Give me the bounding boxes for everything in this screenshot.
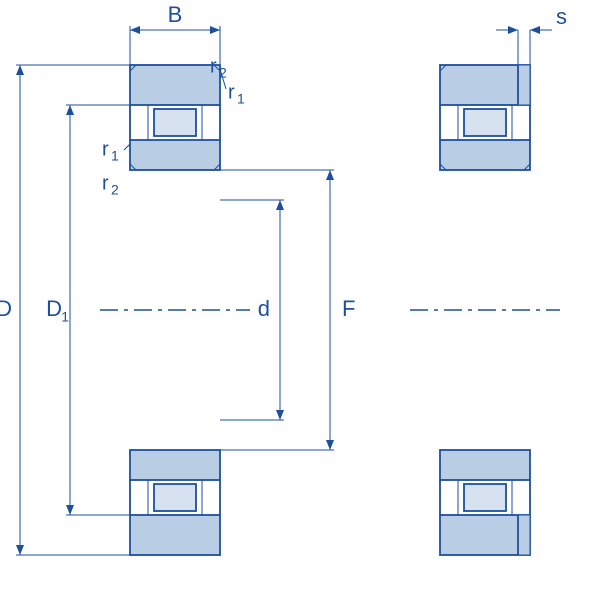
label-B: B <box>168 2 183 27</box>
label-s: s <box>556 4 567 29</box>
label-d: d <box>258 296 270 321</box>
label-r1-outer: r <box>228 81 235 103</box>
label-r1-outer-sub: 1 <box>237 91 245 107</box>
label-r2-outer: r <box>210 55 217 77</box>
label-r1-inner-sub: 1 <box>111 148 119 164</box>
label-r1-inner: r <box>102 138 109 160</box>
label-D1: D <box>46 296 62 321</box>
label-r2-inner-sub: 2 <box>111 182 119 198</box>
label-D1-sub: 1 <box>61 309 69 325</box>
label-F: F <box>342 296 355 321</box>
label-D: D <box>0 296 12 321</box>
label-r2-inner: r <box>102 172 109 194</box>
